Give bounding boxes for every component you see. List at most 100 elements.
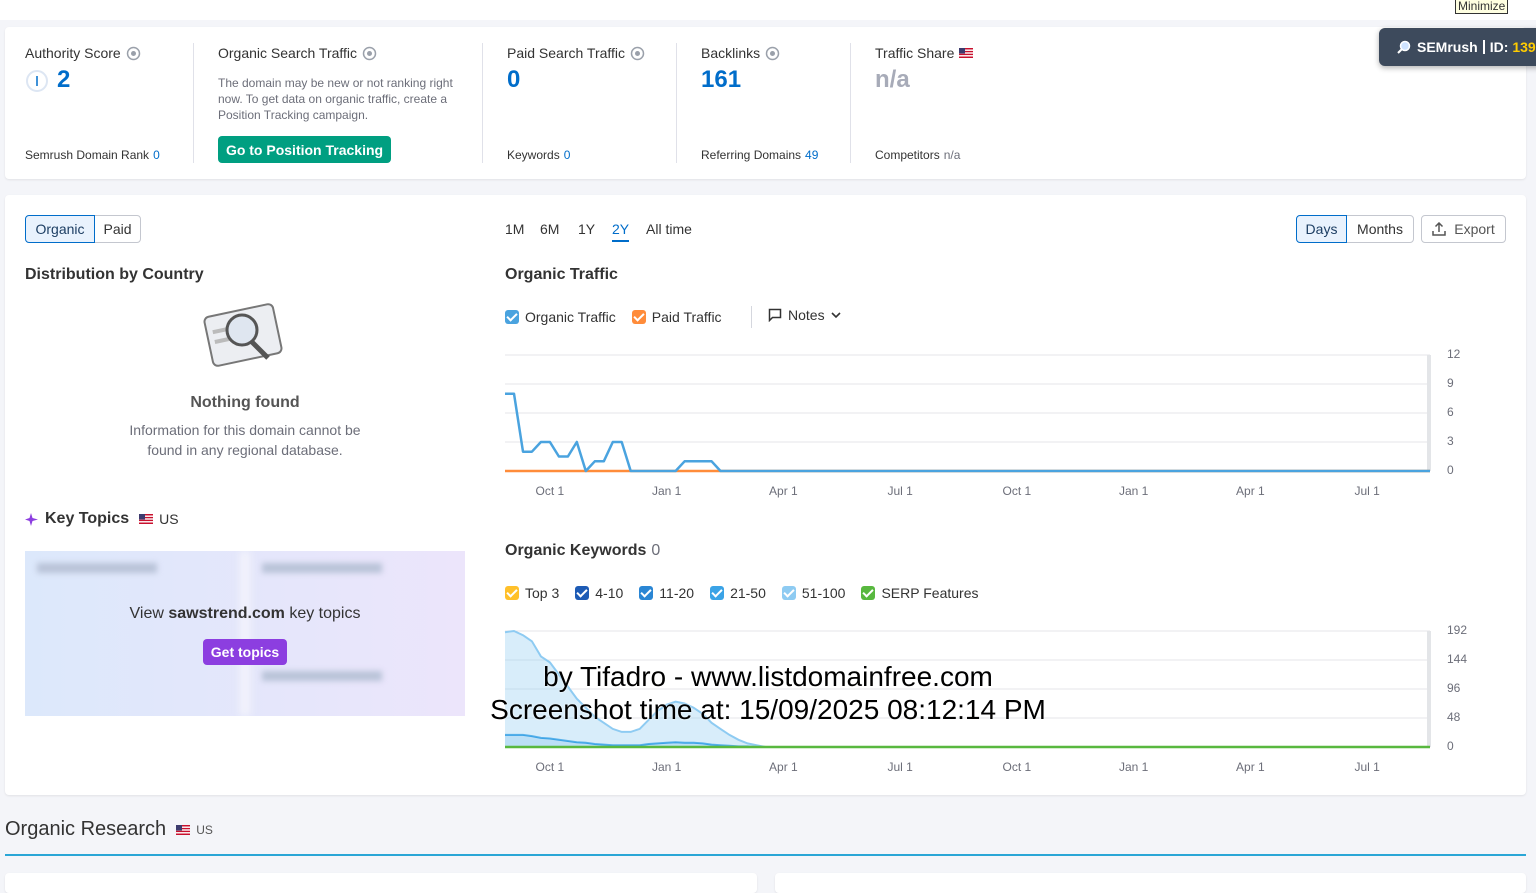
brand: SEMrush xyxy=(1417,39,1478,55)
metric-value: 0 xyxy=(507,66,521,93)
legend-item[interactable]: 51-100 xyxy=(781,585,846,601)
checkbox[interactable] xyxy=(781,586,796,600)
x-tick-label: Jul 1 xyxy=(1354,484,1380,498)
watermark: by Tifadro - www.listdomainfree.com xyxy=(543,661,993,692)
text: Notes xyxy=(788,307,825,323)
legend-item[interactable]: Top 3 xyxy=(505,585,559,601)
x-tick-label: Apr 1 xyxy=(769,484,798,498)
metric-sub: Keywords 0 xyxy=(507,148,570,162)
metric-label: Authority Score xyxy=(25,45,141,61)
legend-item[interactable]: 21-50 xyxy=(710,585,766,601)
chart-title: Organic Traffic xyxy=(505,266,618,283)
empty-text: Information for this domain cannot be fo… xyxy=(129,422,361,458)
text: key topics xyxy=(289,605,361,622)
x-tick-label: Jul 1 xyxy=(1354,760,1380,774)
chevron xyxy=(831,312,841,319)
divider xyxy=(193,43,194,163)
semrush-badge[interactable]: SEMrush ID: 139 xyxy=(1379,28,1536,66)
legend-item[interactable]: 11-20 xyxy=(639,585,694,601)
area xyxy=(505,631,1430,747)
info-icon[interactable] xyxy=(765,46,780,61)
text: Traffic Share xyxy=(875,45,955,61)
metric-sub: Semrush Domain Rank 0 xyxy=(25,148,160,162)
period[interactable]: 1Y xyxy=(578,221,596,237)
checkbox[interactable] xyxy=(861,586,876,600)
divider xyxy=(676,43,677,163)
watermark: Screenshot time at: 15/09/2025 08:12:14 … xyxy=(490,694,1046,725)
legend-item[interactable]: Paid Traffic xyxy=(631,309,722,325)
metric-label: Traffic Share xyxy=(875,45,974,61)
notes-icon xyxy=(768,308,782,322)
us-flag xyxy=(139,514,154,524)
text: Semrush Domain Rank xyxy=(25,148,150,162)
info-icon[interactable] xyxy=(126,46,141,61)
legend-item[interactable]: 4-10 xyxy=(575,585,623,601)
score-gauge xyxy=(26,70,48,92)
legend: Organic Traffic Paid Traffic xyxy=(505,307,722,327)
text: Export xyxy=(1454,221,1495,237)
get-topics-button[interactable]: Get topics xyxy=(203,639,287,665)
text: Keywords xyxy=(507,148,560,162)
x-tick-label: Jan 1 xyxy=(652,760,682,774)
info-icon[interactable] xyxy=(362,46,377,61)
link[interactable]: 0 xyxy=(563,148,571,162)
x-tick-label: Jan 1 xyxy=(652,484,682,498)
us-flag xyxy=(176,824,191,835)
search-icon xyxy=(1397,40,1411,54)
legend-label: Organic Traffic xyxy=(525,309,616,325)
metric-value: 161 xyxy=(701,66,742,93)
empty-title: Nothing found xyxy=(190,394,300,411)
granularity-days[interactable]: Days xyxy=(1296,215,1347,243)
text: Competitors xyxy=(875,148,940,162)
tab-paid[interactable]: Paid xyxy=(94,215,141,243)
x-tick-label: Oct 1 xyxy=(536,760,565,774)
y-tick-label: 3 xyxy=(1447,434,1454,448)
period[interactable]: 1M xyxy=(505,221,525,237)
text: Organic Keywords xyxy=(505,542,647,559)
position-tracking-button[interactable]: Go to Position Tracking xyxy=(218,136,391,163)
tab-organic[interactable]: Organic xyxy=(25,215,95,243)
text: Paid Search Traffic xyxy=(507,45,626,61)
chart-title: Organic Keywords 0 xyxy=(505,542,660,560)
info-icon[interactable] xyxy=(630,46,645,61)
legend-item[interactable]: Organic Traffic xyxy=(505,309,616,325)
period-selected[interactable]: 2Y xyxy=(612,221,630,242)
granularity-months[interactable]: Months xyxy=(1346,215,1414,243)
legend-label: Top 3 xyxy=(525,585,560,601)
y-tick-label: 48 xyxy=(1447,710,1461,724)
link[interactable]: 49 xyxy=(805,148,819,162)
text: Backlinks xyxy=(701,45,761,61)
period[interactable]: 6M xyxy=(540,221,560,237)
y-tick-label: 0 xyxy=(1447,739,1454,753)
checkbox[interactable] xyxy=(505,586,519,600)
checkbox[interactable] xyxy=(505,310,519,324)
count: 0 xyxy=(651,542,661,559)
export-icon xyxy=(1432,222,1447,236)
title: Organic Research xyxy=(5,818,167,840)
x-tick-label: Oct 1 xyxy=(536,484,565,498)
legend-item[interactable]: SERP Features xyxy=(861,585,978,601)
checkbox[interactable] xyxy=(710,586,725,600)
metric-note: The domain may be new or not ranking rig… xyxy=(218,76,453,122)
legend-label: 21-50 xyxy=(730,585,766,601)
text: n/a xyxy=(943,148,961,162)
checkbox[interactable] xyxy=(631,310,646,324)
legend-label: 4-10 xyxy=(595,585,624,601)
legend-label: SERP Features xyxy=(881,585,979,601)
legend-label: 51-100 xyxy=(801,585,846,601)
export-button[interactable]: Export xyxy=(1421,215,1506,243)
divider xyxy=(482,43,483,163)
y-tick-label: 144 xyxy=(1447,652,1467,666)
notes-toggle[interactable]: Notes xyxy=(768,307,841,323)
checkbox[interactable] xyxy=(575,586,590,600)
y-tick-label: 0 xyxy=(1447,463,1454,477)
divider xyxy=(850,43,851,163)
minimize-button[interactable]: Minimize xyxy=(1455,0,1509,14)
checkbox[interactable] xyxy=(639,586,654,600)
y-tick-label: 192 xyxy=(1447,623,1467,637)
link[interactable]: 0 xyxy=(153,148,160,162)
metric-label: Organic Search Traffic xyxy=(218,45,377,61)
period[interactable]: All time xyxy=(646,221,692,237)
legend: Top 3 4-10 11-20 21-50 51-100 SERP Features xyxy=(505,583,978,603)
